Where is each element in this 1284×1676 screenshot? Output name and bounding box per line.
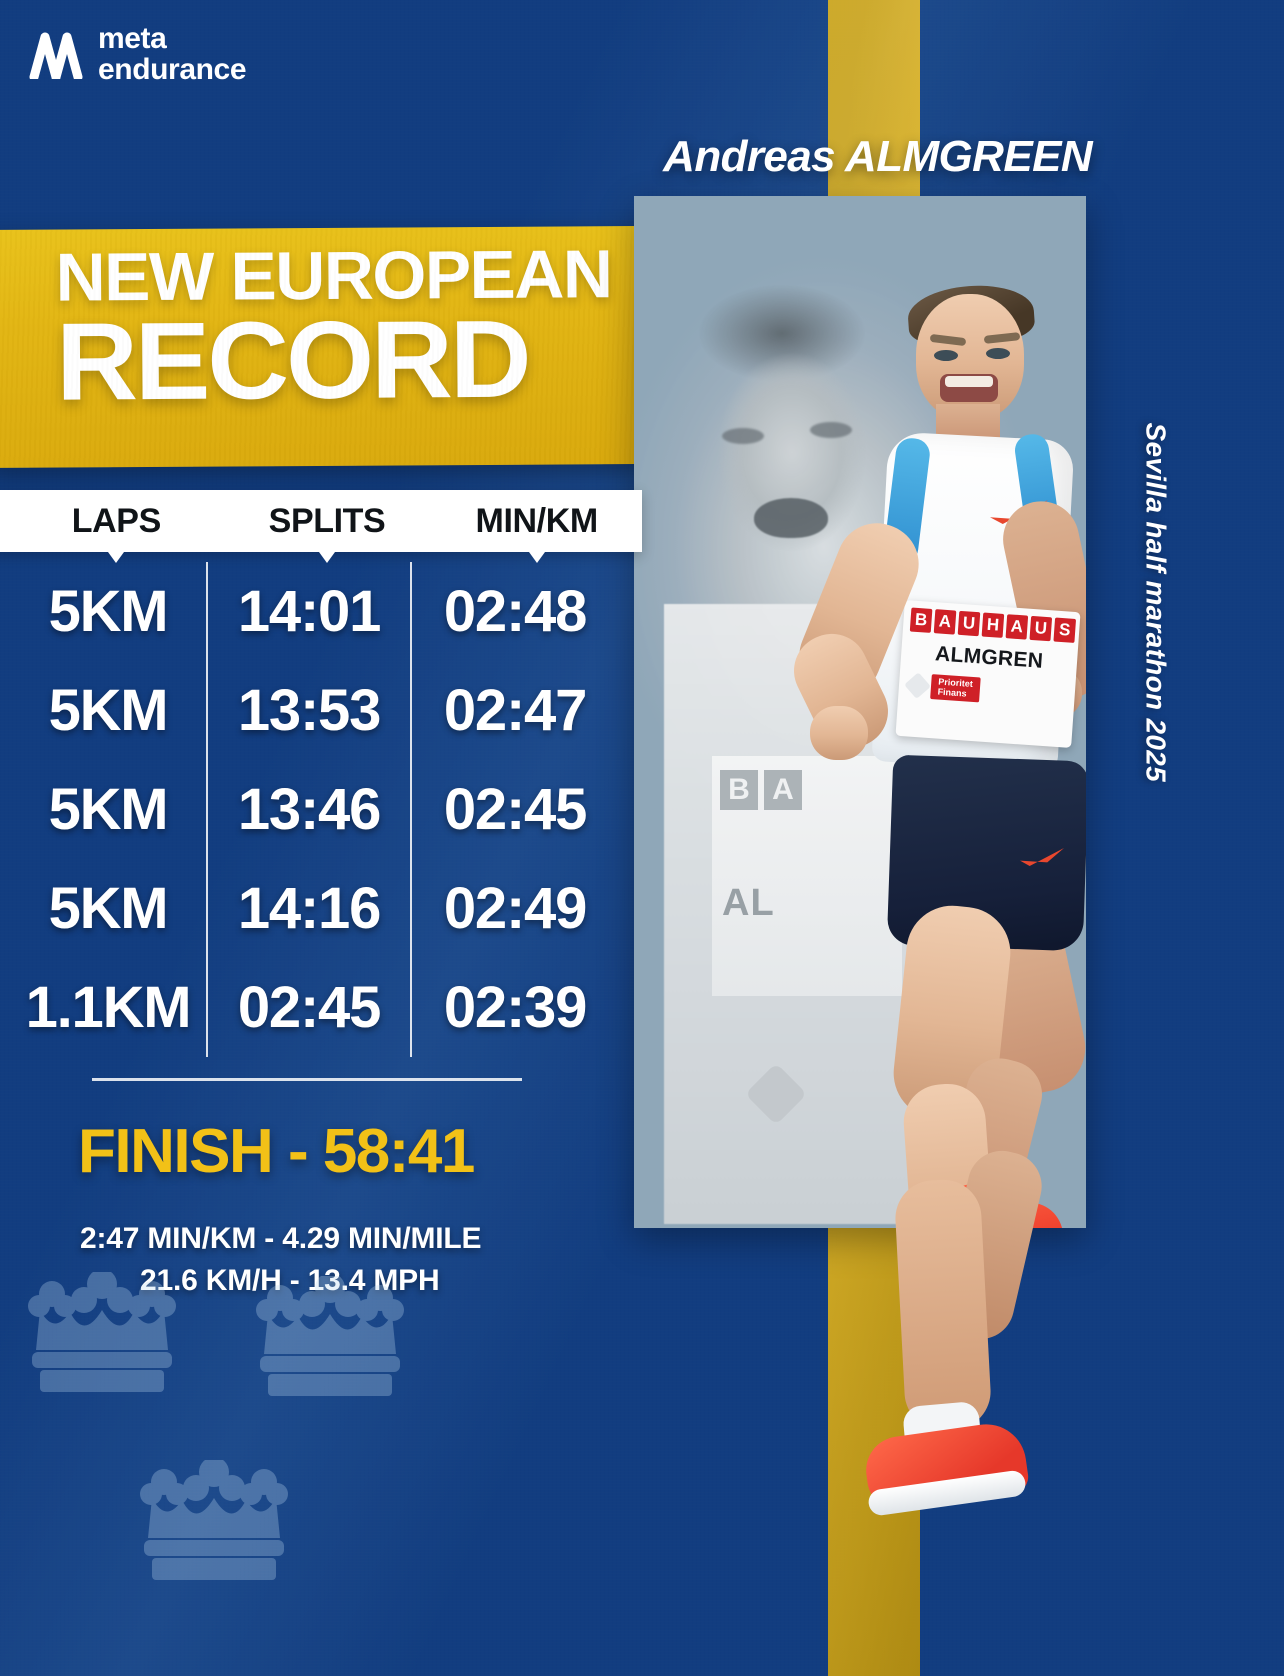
bib-letter: U: [1029, 615, 1053, 642]
brand-logo-text: meta endurance: [98, 22, 247, 86]
cell-pace: 02:49: [443, 876, 588, 941]
cell-split: 13:53: [206, 661, 412, 760]
runner-overflow-shin-front: [893, 1177, 993, 1433]
cell-pace: 02:45: [443, 777, 588, 842]
cell-split: 13:46: [206, 760, 412, 859]
finish-time: FINISH - 58:41: [78, 1117, 475, 1186]
table-header-row: LAPS SPLITS MIN/KM: [0, 490, 642, 552]
swedish-crowns-watermark: [12, 1272, 432, 1652]
runner-race-bib: B A U H A U S ALMGREN Prioritet Finans: [895, 600, 1081, 748]
bib-sponsor-line-2: Finans: [937, 686, 967, 699]
brand-line-2: endurance: [98, 52, 247, 86]
cell-lap: 5KM: [48, 678, 169, 743]
ghost-bib-letter: B: [720, 770, 758, 810]
headline-line-2: RECORD: [55, 297, 529, 424]
cell-lap: 5KM: [48, 876, 169, 941]
splits-table-header: LAPS SPLITS MIN/KM: [0, 490, 642, 552]
table-row: 5KM 14:16 02:49: [10, 859, 630, 958]
cell-split: 14:16: [206, 859, 412, 958]
ghost-bib: B A AL: [712, 756, 902, 996]
runner-illustration: B A U H A U S ALMGREN Prioritet Finans: [781, 281, 1086, 1228]
cell-lap: 5KM: [48, 777, 169, 842]
column-header-minkm: MIN/KM: [431, 502, 642, 541]
headline-text-block: NEW EUROPEAN RECORD: [55, 236, 656, 424]
ghost-eye-right: [810, 422, 852, 438]
runner-fist-front: [810, 706, 868, 760]
crown-icon: [250, 1276, 410, 1404]
headline-line-1: NEW EUROPEAN: [55, 236, 612, 316]
ghost-bib-letter: A: [764, 770, 802, 810]
cell-lap: 5KM: [48, 579, 169, 644]
ghost-bib-sponsor-row: B A: [712, 756, 902, 810]
table-row: 1.1KM 02:45 02:39: [10, 958, 630, 1057]
headline-banner: NEW EUROPEAN RECORD: [0, 225, 647, 469]
cell-pace: 02:48: [443, 579, 588, 644]
speed-stat-line: 21.6 KM/H - 13.4 MPH: [140, 1264, 440, 1297]
crown-icon: [134, 1460, 294, 1588]
pace-stat-line: 2:47 MIN/KM - 4.29 MIN/MILE: [80, 1222, 482, 1255]
brand-logo: meta endurance: [28, 22, 247, 86]
table-row: 5KM 13:53 02:47: [10, 661, 630, 760]
meta-endurance-mark-icon: [28, 31, 84, 82]
event-vertical-label: Sevilla half marathon 2025: [1141, 422, 1172, 782]
bib-letter: H: [981, 612, 1005, 638]
crown-icon: [22, 1272, 182, 1400]
cell-lap: 1.1KM: [25, 975, 192, 1040]
diamond-league-icon: [904, 672, 931, 700]
runner-eye-right: [986, 348, 1010, 359]
table-bottom-divider: [92, 1078, 522, 1081]
table-row: 5KM 13:46 02:45: [10, 760, 630, 859]
column-header-laps: LAPS: [10, 502, 223, 541]
splits-table-body: 5KM 14:01 02:48 5KM 13:53 02:47 5KM 13:4…: [10, 562, 630, 1057]
brand-line-1: meta: [98, 22, 167, 55]
cell-pace: 02:47: [443, 678, 588, 743]
runner-lower-leg-overflow: [804, 1144, 1104, 1600]
table-row: 5KM 14:01 02:48: [10, 562, 630, 661]
bib-letter: B: [909, 607, 933, 633]
bib-letter: U: [957, 610, 981, 637]
athlete-photo-panel: B A AL B: [634, 196, 1086, 1228]
column-header-splits: SPLITS: [223, 502, 432, 541]
ghost-mouth: [754, 498, 828, 538]
runner-mouth: [940, 374, 998, 402]
cell-split: 14:01: [206, 562, 412, 661]
cell-split: 02:45: [206, 958, 412, 1057]
cell-pace: 02:39: [443, 975, 588, 1040]
bib-letter: A: [933, 609, 957, 635]
ghost-eye-left: [722, 428, 764, 444]
bib-letter: A: [1005, 614, 1029, 640]
bib-sponsor-badge: Prioritet Finans: [930, 674, 981, 703]
runner-eye-left: [934, 350, 958, 361]
ghost-bib-name: AL: [722, 882, 775, 924]
athlete-name: Andreas ALMGREEN: [663, 132, 1092, 181]
bib-letter: S: [1053, 617, 1077, 643]
